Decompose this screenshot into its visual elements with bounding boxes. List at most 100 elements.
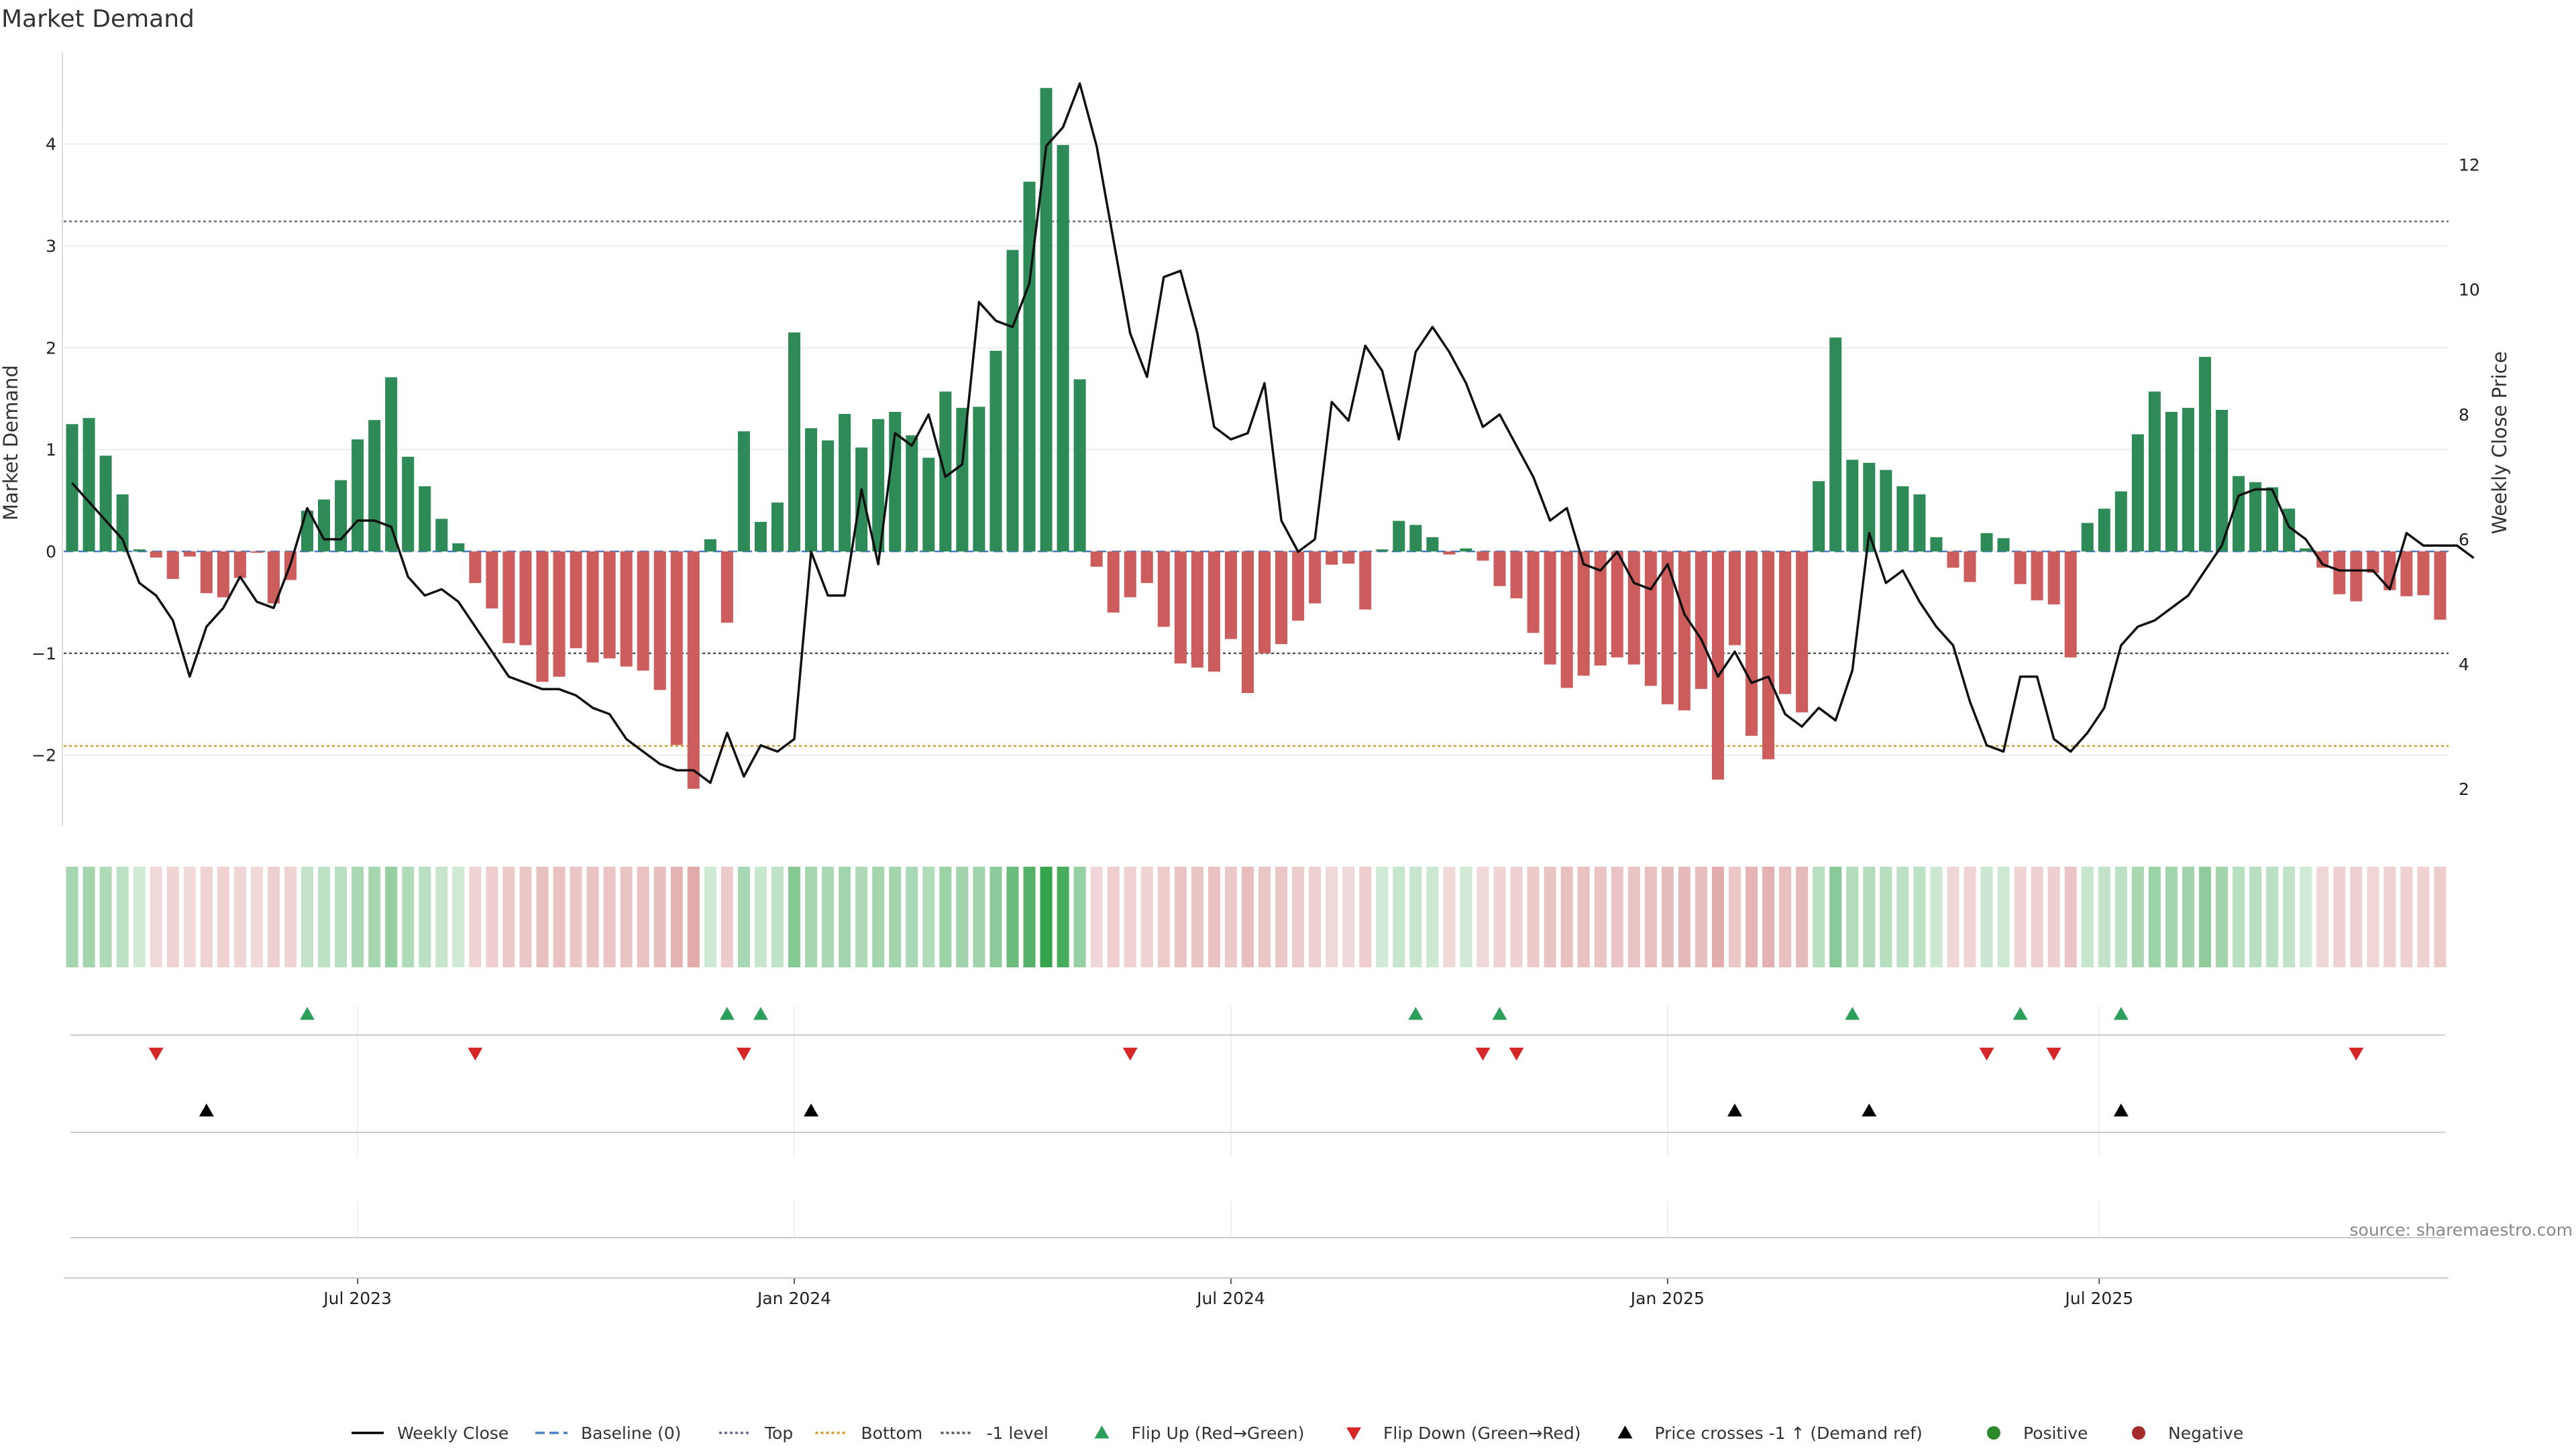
heat-cell [1980, 867, 1993, 967]
heat-cell [2434, 867, 2447, 967]
demand-bar [805, 428, 818, 552]
heat-cell [2417, 867, 2430, 967]
demand-bar [150, 551, 162, 558]
heat-cell [2233, 867, 2245, 967]
heat-cell [1326, 867, 1338, 967]
heat-cell [1073, 867, 1086, 967]
heat-cell [1746, 867, 1758, 967]
demand-bar [1846, 460, 1859, 552]
heat-cell [1443, 867, 1456, 967]
heat-cell [1023, 867, 1036, 967]
heat-cell [1477, 867, 1489, 967]
demand-bar [737, 431, 750, 552]
demand-bar [1174, 551, 1187, 664]
heat-cell [2182, 867, 2194, 967]
heat-cell [1426, 867, 1439, 967]
demand-bar [1678, 551, 1690, 710]
heat-cell [872, 867, 885, 967]
heat-cell [805, 867, 818, 967]
heat-cell [116, 867, 129, 967]
demand-bar [1594, 551, 1607, 666]
heat-cell [1611, 867, 1623, 967]
demand-bar [1326, 551, 1338, 565]
heat-cell [570, 867, 582, 967]
demand-bar [1040, 88, 1053, 552]
demand-bar [1728, 551, 1741, 645]
heat-cell [704, 867, 716, 967]
demand-bar [720, 551, 733, 623]
heat-cell [2216, 867, 2229, 967]
demand-bar [133, 549, 146, 552]
heat-cell [1544, 867, 1556, 967]
demand-bar [1275, 551, 1288, 645]
heat-cell [1090, 867, 1103, 967]
demand-bar [2198, 357, 2212, 552]
heat-cell [150, 867, 162, 967]
flip-down-marker [1509, 1047, 1524, 1061]
demand-bar [1359, 551, 1372, 610]
flip-down-marker [1122, 1047, 1138, 1061]
flip-up-marker [1408, 1007, 1424, 1020]
demand-bar [2014, 551, 2027, 584]
x-tick-label: Jul 2024 [1195, 1289, 1265, 1308]
demand-bar [1409, 525, 1422, 552]
demand-bar [788, 332, 801, 552]
y-axis-label: Market Demand [0, 365, 22, 521]
flip-down-marker [2349, 1047, 2364, 1061]
heat-cell [352, 867, 364, 967]
demand-bar [435, 519, 448, 552]
demand-bar [83, 418, 95, 552]
flip-down-marker [2046, 1047, 2061, 1061]
heat-cell [200, 867, 213, 967]
demand-bar [2064, 551, 2077, 657]
demand-bar [2316, 551, 2329, 568]
demand-bar [166, 551, 179, 580]
y2-tick-label: 6 [2459, 530, 2469, 549]
heat-cell [1913, 867, 1926, 967]
heat-cell [1644, 867, 1657, 967]
heat-cell [1796, 867, 1809, 967]
demand-bar [1057, 145, 1069, 552]
heat-cell [1880, 867, 1892, 967]
demand-bar [1611, 551, 1623, 657]
heat-cell [1342, 867, 1355, 967]
heat-cell [1896, 867, 1909, 967]
heat-cell [956, 867, 969, 967]
heat-cell [486, 867, 498, 967]
heat-cell [1594, 867, 1607, 967]
demand-bar [1560, 551, 1573, 688]
legend-label: Bottom [861, 1424, 923, 1443]
demand-bar [1829, 337, 1842, 552]
flip-down-marker [1475, 1047, 1491, 1061]
demand-bar [1477, 551, 1489, 561]
demand-bar [1997, 538, 2010, 552]
heat-cell [502, 867, 515, 967]
heat-cell [2283, 867, 2296, 967]
y-tick-label: −1 [32, 644, 56, 663]
heat-cell [1627, 867, 1640, 967]
demand-bar [754, 521, 767, 552]
y-tick-label: 2 [46, 338, 56, 358]
demand-bar [1140, 551, 1153, 584]
demand-bar [1208, 551, 1220, 672]
demand-bar [1376, 549, 1389, 552]
heat-cell [66, 867, 78, 967]
demand-bar [839, 414, 851, 552]
demand-bar [335, 480, 347, 552]
y-axis-right: 2 4 6 8 10 12 [2459, 156, 2480, 800]
demand-bar [419, 486, 431, 552]
demand-bar [1661, 551, 1674, 704]
price-cross-marker [1727, 1104, 1743, 1117]
heat-cell [939, 867, 952, 967]
heat-cell [1661, 867, 1674, 967]
y-tick-label: 4 [46, 135, 56, 154]
heat-cell [2047, 867, 2060, 967]
legend-label: Baseline (0) [581, 1424, 681, 1443]
legend-label: Flip Down (Green→Red) [1383, 1424, 1581, 1443]
demand-bar [2131, 434, 2144, 552]
demand-bar [318, 499, 331, 552]
demand-bar [1510, 551, 1523, 598]
demand-bar [1627, 551, 1640, 665]
heat-cell [435, 867, 448, 967]
